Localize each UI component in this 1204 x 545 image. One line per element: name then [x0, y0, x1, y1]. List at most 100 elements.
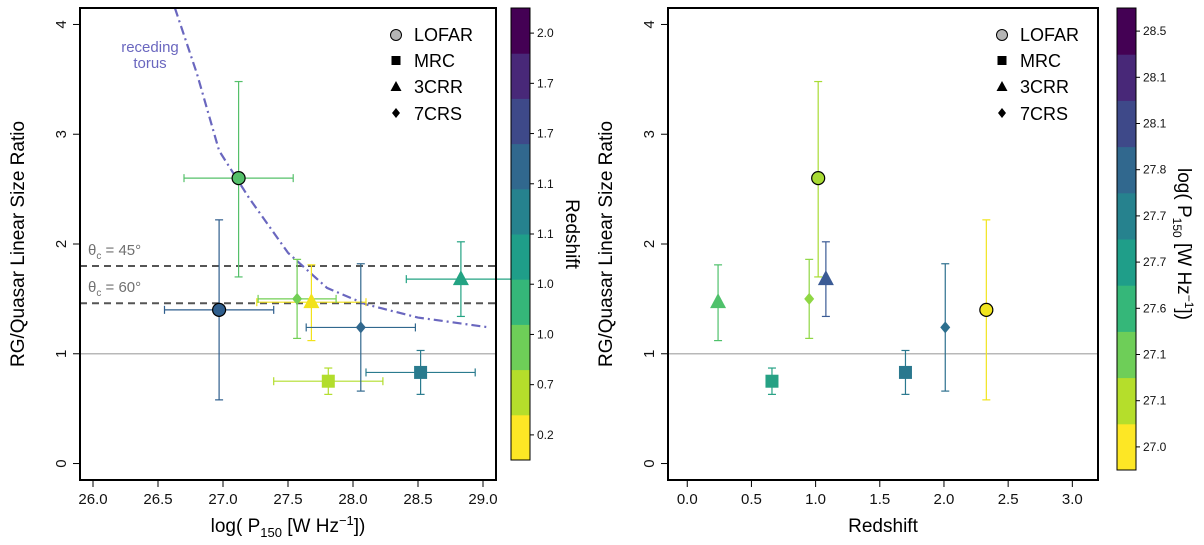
x-tick-label: 26.5: [143, 491, 172, 508]
legend-mrc: MRC: [414, 51, 455, 71]
right-colorbar-frame: [1116, 7, 1137, 471]
x-tick-label: 28.0: [338, 491, 367, 508]
colorbar-segment: [511, 98, 530, 145]
data-point-3crr: [817, 270, 834, 286]
legend-3crr: 3CRR: [414, 77, 463, 97]
x-tick-label: 28.5: [403, 491, 432, 508]
left-legend: LOFAR MRC 3CRR 7CRS: [390, 25, 473, 124]
data-point-7crs: [940, 321, 951, 334]
colorbar-segment: [511, 369, 530, 416]
x-tick-label: 1.5: [869, 491, 890, 508]
colorbar-tick-label: 27.1: [1143, 394, 1167, 408]
colorbar-segment: [1117, 54, 1136, 101]
data-point-7crs: [804, 292, 815, 305]
colorbar-tick-label: 28.1: [1143, 117, 1167, 131]
y-tick-label: 0: [53, 459, 70, 467]
legend-circle-marker: [996, 29, 1008, 41]
legend-triangle-marker: [996, 81, 1008, 91]
legend-3crr: 3CRR: [1020, 77, 1069, 97]
data-point-lofar: [212, 302, 227, 317]
right-legend: LOFAR MRC 3CRR 7CRS: [996, 25, 1079, 124]
right-y-axis-label: RG/Quasar Linear Size Ratio: [596, 121, 617, 367]
y-tick-label: 1: [53, 350, 70, 358]
right-panel: 0.0 0.5 1.0 1.5 2.0 2.5 3.0 0 1 2 3 4 LOFAR MRC 3C…: [596, 7, 1196, 537]
y-tick-label: 2: [641, 240, 658, 248]
data-point-lofar: [231, 171, 246, 186]
colorbar-segment: [511, 188, 530, 235]
x-tick-label: 27.5: [273, 491, 302, 508]
legend-mrc: MRC: [1020, 51, 1061, 71]
colorbar-segment: [511, 234, 530, 280]
theta-60-label: θc = 60°: [88, 279, 141, 299]
x-tick-label: 3.0: [1062, 491, 1083, 508]
y-tick-label: 3: [641, 130, 658, 138]
data-point-lofar: [979, 302, 994, 317]
colorbar-segment: [511, 279, 530, 325]
data-point-3crr: [303, 293, 320, 309]
x-tick-label: 0.0: [677, 491, 698, 508]
data-point-mrc: [765, 374, 779, 388]
legend-square-marker: [997, 56, 1007, 65]
data-point-lofar: [811, 171, 826, 186]
legend-circle-marker: [390, 29, 402, 41]
colorbar-tick-label: 28.1: [1143, 70, 1167, 84]
left-colorbar: [511, 8, 530, 461]
x-tick-label: 0.5: [741, 491, 762, 508]
data-point-mrc: [321, 374, 335, 388]
x-tick-label: 2.0: [934, 491, 955, 508]
colorbar-tick-label: 0.7: [537, 378, 554, 392]
colorbar-segment: [1117, 423, 1136, 471]
y-tick-label: 0: [641, 459, 658, 467]
y-tick-label: 4: [53, 20, 70, 28]
legend-7crs: 7CRS: [414, 104, 462, 124]
curve-label-line1: receding: [121, 39, 179, 56]
legend-lofar: LOFAR: [1020, 25, 1079, 45]
colorbar-tick-label: 27.6: [1143, 301, 1167, 315]
data-point-3crr: [710, 293, 727, 309]
colorbar-segment: [511, 324, 530, 371]
colorbar-segment: [1117, 192, 1136, 240]
x-tick-label: 2.5: [998, 491, 1019, 508]
receding-torus-curve: [173, 8, 490, 329]
y-tick-label: 2: [53, 240, 70, 248]
data-point-7crs: [355, 321, 366, 334]
colorbar-segment: [511, 53, 530, 99]
colorbar-tick-label: 27.1: [1143, 348, 1167, 362]
colorbar-tick-label: 27.7: [1143, 209, 1167, 223]
left-colorbar-label: Redshift: [561, 199, 582, 269]
data-point-mrc: [898, 365, 912, 379]
theta-45-label: θc = 45°: [88, 242, 141, 262]
y-tick-label: 4: [641, 20, 658, 28]
colorbar-tick-label: 2.0: [537, 26, 554, 40]
colorbar-tick-label: 28.5: [1143, 24, 1167, 38]
colorbar-tick-label: 27.7: [1143, 255, 1167, 269]
x-tick-label: 26.0: [78, 491, 107, 508]
colorbar-tick-label: 27.0: [1143, 440, 1167, 454]
left-panel: 26.0 26.5 27.0 27.5 28.0 28.5 29.0 0 1 2 3 4 θc = …: [8, 7, 582, 540]
legend-lofar: LOFAR: [414, 25, 473, 45]
legend-diamond-marker: [998, 108, 1006, 118]
y-tick-label: 3: [53, 130, 70, 138]
legend-diamond-marker: [392, 108, 400, 118]
colorbar-tick-label: 1.7: [537, 76, 554, 90]
colorbar-segment: [1117, 146, 1136, 194]
colorbar-tick-label: 27.8: [1143, 163, 1167, 177]
colorbar-segment: [1117, 8, 1136, 55]
colorbar-segment: [1117, 377, 1136, 425]
colorbar-tick-label: 0.2: [537, 428, 554, 442]
legend-triangle-marker: [390, 81, 402, 91]
colorbar-tick-label: 1.0: [537, 277, 554, 291]
colorbar-segment: [1117, 100, 1136, 148]
colorbar-segment: [1117, 239, 1136, 286]
colorbar-tick-label: 1.0: [537, 327, 554, 341]
data-point-mrc: [414, 365, 428, 379]
colorbar-segment: [1117, 285, 1136, 332]
colorbar-segment: [511, 143, 530, 190]
colorbar-segment: [511, 8, 530, 54]
legend-7crs: 7CRS: [1020, 104, 1068, 124]
left-y-axis-label: RG/Quasar Linear Size Ratio: [8, 121, 29, 367]
x-tick-label: 27.0: [208, 491, 237, 508]
right-colorbar-label: log( P150 [W Hz−1]): [1170, 168, 1196, 320]
right-colorbar: [1117, 8, 1136, 471]
